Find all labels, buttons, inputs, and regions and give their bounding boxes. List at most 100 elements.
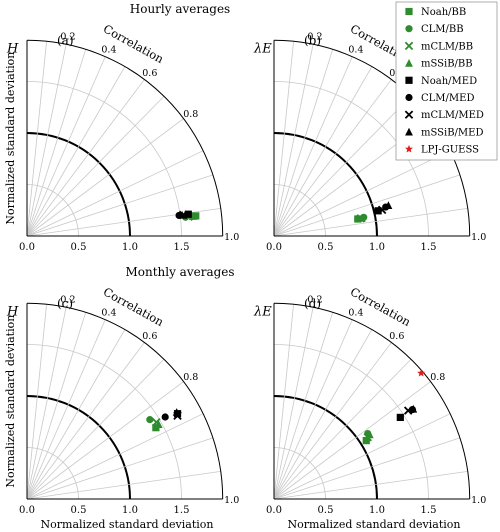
correlation-tick-label: 0.6 <box>142 331 157 342</box>
radial-tick-label: 1.0 <box>369 505 385 516</box>
std-grid-arc <box>26 344 182 500</box>
correlation-tick-label: 0.8 <box>183 109 198 120</box>
correlation-ray <box>273 95 412 237</box>
variable-label: λE <box>253 304 272 319</box>
legend-label: mCLM/MED <box>421 110 484 121</box>
correlation-ray <box>26 56 106 237</box>
correlation-ray <box>26 150 204 237</box>
correlation-ray <box>273 79 392 237</box>
outer-arc <box>273 302 471 500</box>
correlation-ray <box>26 312 87 500</box>
radial-tick-label: 0.5 <box>71 505 87 516</box>
correlation-ray <box>26 174 214 237</box>
point-mssib-med <box>384 201 393 209</box>
legend-label: Noah/BB <box>421 7 466 18</box>
point-noah-med <box>374 207 382 215</box>
radial-tick-label: 0.5 <box>318 505 334 516</box>
point-mssib-bb <box>154 420 163 428</box>
point-mssib-bb <box>188 212 197 220</box>
correlation-ray <box>273 470 468 500</box>
correlation-ray <box>26 413 204 500</box>
std-grid-arc <box>273 81 429 237</box>
correlation-ray <box>273 319 353 500</box>
variable-label: H <box>6 41 19 56</box>
variable-label: H <box>6 304 19 319</box>
correlation-ray <box>26 95 165 237</box>
x-axis-label: Normalized standard deviation <box>288 518 461 531</box>
radial-tick-label: 0.5 <box>71 242 87 253</box>
legend-label: mSSiB/MED <box>421 127 483 138</box>
point-mssib-med <box>178 210 187 219</box>
point-noah-bb <box>362 437 370 445</box>
section-title-monthly: Monthly averages <box>125 265 234 279</box>
legend-item: LPJ-GUESS <box>405 145 479 156</box>
point-clm-bb <box>146 416 154 424</box>
legend-marker-noah-bb <box>405 7 413 16</box>
x-axis-label: Normalized standard deviation <box>41 518 214 531</box>
correlation-tick-label: 1.0 <box>224 232 239 243</box>
legend-label: LPJ-GUESS <box>421 145 479 156</box>
y-axis-label: Normalized standard deviation <box>4 315 17 488</box>
point-noah-med <box>396 413 404 422</box>
correlation-ray <box>26 79 145 237</box>
legend-item: CLM/BB <box>405 24 464 35</box>
std-grid-arc <box>26 447 79 500</box>
outer-arc <box>26 302 224 500</box>
section-title-hourly: Hourly averages <box>130 2 230 16</box>
variable-label: λE <box>253 41 272 56</box>
correlation-ray <box>273 304 294 500</box>
correlation-ray <box>273 44 314 237</box>
correlation-tick-label: 1.0 <box>471 232 486 243</box>
correlation-ray <box>273 312 334 500</box>
panel-label: (a) <box>57 33 74 47</box>
point-noah-bb <box>192 212 200 220</box>
correlation-ray <box>26 307 67 500</box>
legend-item: mSSiB/BB <box>405 59 473 70</box>
correlation-ray <box>26 342 145 500</box>
correlation-ray <box>26 41 47 237</box>
point-mclm-med <box>377 205 387 215</box>
legend-marker-mssib-bb <box>405 59 413 67</box>
legend-item: mCLM/MED <box>404 110 484 121</box>
point-mssib-bb <box>357 214 366 222</box>
correlation-ray <box>26 304 47 500</box>
correlation-ray <box>273 437 461 500</box>
std-grid-arc <box>273 447 326 500</box>
legend-item: CLM/MED <box>405 93 474 104</box>
legend-marker-lpj-guess <box>405 144 413 153</box>
correlation-ray <box>26 66 126 237</box>
std-grid-arc <box>273 184 326 237</box>
legend-marker-noah-med <box>405 76 413 84</box>
correlation-ray <box>26 49 87 237</box>
panel-label: (c) <box>57 296 73 310</box>
correlation-tick-label: 0.6 <box>389 331 404 342</box>
legend-marker-mclm-bb <box>404 41 414 51</box>
correlation-tick-label: 0.4 <box>348 307 363 318</box>
radial-tick-label: 0.0 <box>19 505 35 516</box>
legend-label: CLM/BB <box>421 24 464 35</box>
correlation-ray <box>273 66 373 237</box>
correlation-ray <box>273 56 353 237</box>
correlation-ray <box>273 358 412 500</box>
correlation-ray <box>26 118 184 237</box>
radial-tick-label: 1.5 <box>421 242 437 253</box>
legend-marker-mssib-med <box>405 127 413 136</box>
point-mclm-med <box>403 406 413 415</box>
reference-std-arc <box>26 132 131 237</box>
correlation-ray <box>273 150 451 237</box>
legend-item: mCLM/BB <box>404 41 473 52</box>
correlation-ray <box>26 358 165 500</box>
correlation-ray <box>26 319 106 500</box>
legend-item: Noah/MED <box>405 76 477 87</box>
correlation-tick-label: 0.4 <box>101 44 116 55</box>
radial-tick-label: 0.0 <box>19 242 35 253</box>
legend-box <box>395 1 498 161</box>
point-mssib-med <box>409 404 418 413</box>
correlation-ray <box>273 41 294 237</box>
correlation-ray <box>273 49 334 237</box>
taylor-panel-d: 0.0 0.5 1.0 1.50.20.40.60.81.0CorrelationλE… <box>253 285 486 531</box>
radial-tick-label: 1.0 <box>369 242 385 253</box>
reference-std-arc <box>273 395 378 500</box>
correlation-ray <box>273 207 468 237</box>
radial-tick-label: 1.5 <box>421 505 437 516</box>
